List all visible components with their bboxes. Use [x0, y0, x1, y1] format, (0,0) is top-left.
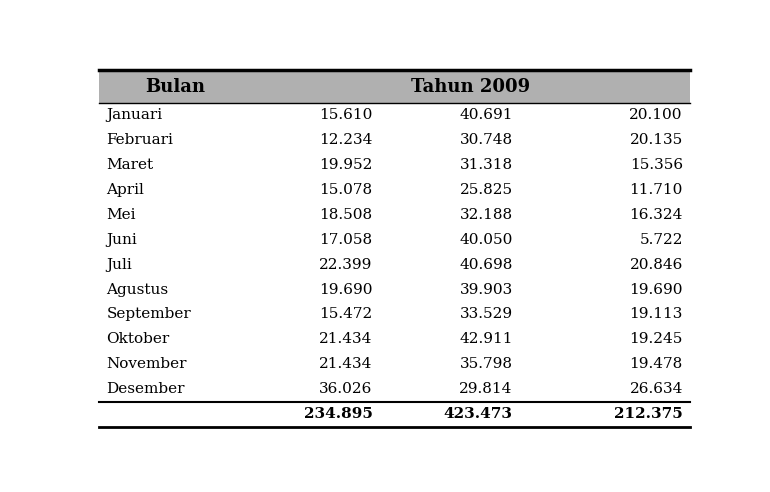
Text: 19.113: 19.113	[630, 308, 683, 321]
Text: 17.058: 17.058	[320, 233, 373, 247]
Text: Juni: Juni	[106, 233, 137, 247]
Text: 15.472: 15.472	[320, 308, 373, 321]
Text: 19.690: 19.690	[629, 282, 683, 297]
Text: Agustus: Agustus	[106, 282, 169, 297]
Text: September: September	[106, 308, 191, 321]
Text: 29.814: 29.814	[460, 382, 513, 396]
Text: Februari: Februari	[106, 133, 173, 147]
Text: 40.698: 40.698	[460, 258, 513, 272]
Text: 32.188: 32.188	[460, 208, 513, 222]
Text: 212.375: 212.375	[614, 407, 683, 421]
Text: 31.318: 31.318	[460, 158, 513, 172]
Text: Oktober: Oktober	[106, 333, 169, 346]
Text: 30.748: 30.748	[460, 133, 513, 147]
Text: Maret: Maret	[106, 158, 153, 172]
Text: 39.903: 39.903	[460, 282, 513, 297]
Text: Mei: Mei	[106, 208, 136, 222]
Text: 5.722: 5.722	[639, 233, 683, 247]
Text: 40.050: 40.050	[460, 233, 513, 247]
Text: 15.610: 15.610	[320, 108, 373, 122]
Text: 18.508: 18.508	[320, 208, 373, 222]
Text: Januari: Januari	[106, 108, 162, 122]
Text: 16.324: 16.324	[630, 208, 683, 222]
Text: 11.710: 11.710	[630, 183, 683, 197]
Text: Juli: Juli	[106, 258, 132, 272]
Text: 20.135: 20.135	[630, 133, 683, 147]
Text: 25.825: 25.825	[460, 183, 513, 197]
Text: 19.245: 19.245	[630, 333, 683, 346]
Text: 12.234: 12.234	[320, 133, 373, 147]
Text: 19.952: 19.952	[320, 158, 373, 172]
Text: 36.026: 36.026	[320, 382, 373, 396]
Text: 33.529: 33.529	[460, 308, 513, 321]
Text: 21.434: 21.434	[320, 357, 373, 371]
Text: 26.634: 26.634	[630, 382, 683, 396]
Text: Tahun 2009: Tahun 2009	[411, 78, 531, 95]
Text: 19.690: 19.690	[319, 282, 373, 297]
Text: 21.434: 21.434	[320, 333, 373, 346]
Text: 15.078: 15.078	[320, 183, 373, 197]
Text: 35.798: 35.798	[460, 357, 513, 371]
Text: 40.691: 40.691	[459, 108, 513, 122]
Text: 423.473: 423.473	[444, 407, 513, 421]
Text: 20.100: 20.100	[629, 108, 683, 122]
Text: 15.356: 15.356	[630, 158, 683, 172]
Text: Bulan: Bulan	[146, 78, 206, 95]
Text: 42.911: 42.911	[459, 333, 513, 346]
Bar	[99, 70, 690, 103]
Text: Desember: Desember	[106, 382, 185, 396]
Text: April: April	[106, 183, 144, 197]
Text: 234.895: 234.895	[303, 407, 373, 421]
Text: 22.399: 22.399	[320, 258, 373, 272]
Text: 19.478: 19.478	[630, 357, 683, 371]
Text: 20.846: 20.846	[630, 258, 683, 272]
Text: November: November	[106, 357, 187, 371]
